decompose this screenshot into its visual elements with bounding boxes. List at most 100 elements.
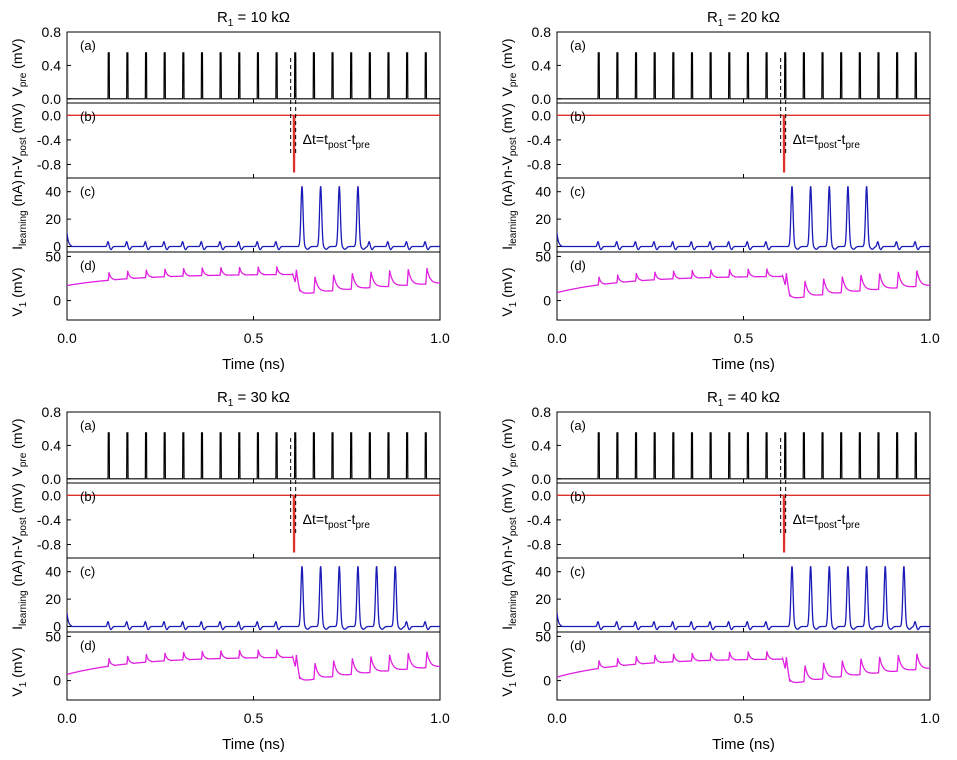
- y-tick-label: 0.0: [532, 107, 552, 123]
- panel-post-voltage: 0.0 -0.4 -0.8 (b): [527, 102, 931, 179]
- x-tick-label: 0.5: [734, 330, 754, 346]
- y-tick-label: 0.0: [42, 471, 62, 487]
- pre-voltage-series: [557, 52, 930, 100]
- y-tick-label: -0.4: [527, 512, 551, 528]
- y-tick-label: 0: [543, 619, 551, 635]
- text-part: R: [707, 389, 718, 406]
- panel-post-voltage: 0.0 -0.4 -0.8 (b): [37, 482, 441, 559]
- text-part: 1: [718, 18, 724, 29]
- text-part: Δt=t: [793, 511, 818, 527]
- text-part: pre: [355, 140, 370, 151]
- panel-pre-voltage: 0.0 0.4 0.8 (a): [42, 404, 441, 487]
- chart-1: R1 = 10 kΩ0.00.40.8(a)0.0-0.4-0.8(b)0204…: [9, 9, 450, 373]
- y-tick-label: 0: [53, 673, 61, 689]
- panel-pre-voltage: 0.0 0.4 0.8 (a): [532, 24, 931, 107]
- y-tick-label: 0.0: [532, 91, 552, 107]
- panel-frame: [66, 177, 441, 253]
- x-tick-label: 0.5: [734, 710, 754, 726]
- y-tick-label: 0.0: [532, 471, 552, 487]
- x-tick-label: 0.0: [57, 710, 77, 726]
- y-tick-label: 0.4: [42, 57, 62, 73]
- text-part: V: [499, 467, 515, 477]
- text-part: V: [499, 87, 515, 97]
- y-tick-label: 40: [535, 184, 551, 200]
- text-part: 1: [718, 398, 724, 409]
- text-part: V: [9, 467, 25, 477]
- y-axis-label: n-Vpost (mV): [9, 103, 29, 178]
- text-part: I: [499, 246, 515, 250]
- panel-frame: [66, 411, 441, 484]
- y-axis-label: V1 (mV): [9, 647, 29, 696]
- delta-t-label: Δt=tpost-tpre: [793, 131, 861, 151]
- x-tick-label: 1.0: [430, 330, 450, 346]
- text-part: -t: [837, 131, 846, 147]
- panel-frame: [66, 482, 441, 559]
- text-part: pre: [845, 520, 860, 531]
- panel-tag: (a): [80, 38, 96, 53]
- panel-frame: [66, 31, 441, 104]
- text-part: pre: [508, 452, 519, 467]
- pre-voltage-series: [67, 52, 440, 100]
- text-part: pre: [18, 72, 29, 87]
- text-part: V: [9, 687, 25, 697]
- learning-current-series: [67, 566, 440, 631]
- post-voltage-series: [67, 494, 440, 553]
- text-part: learning: [18, 590, 29, 626]
- text-part: (mV): [499, 38, 515, 72]
- y-tick-label: 0: [53, 619, 61, 635]
- panel-tag: (d): [80, 638, 96, 653]
- text-part: n-V: [9, 156, 25, 178]
- y-tick-label: 20: [535, 591, 551, 607]
- text-part: -t: [347, 511, 356, 527]
- panel-pre-voltage: 0.0 0.4 0.8 (a): [42, 24, 441, 107]
- x-tick-label: 1.0: [920, 710, 940, 726]
- chart-2: R1 = 20 kΩ0.00.40.8(a)0.0-0.4-0.8(b)0204…: [499, 9, 940, 373]
- x-tick-label: 0.5: [244, 710, 264, 726]
- text-part: = 20 kΩ: [723, 9, 780, 26]
- y-axis-label: V1 (mV): [499, 647, 519, 696]
- y-tick-label: 0.8: [42, 24, 62, 40]
- post-voltage-series: [557, 114, 930, 173]
- text-part: (mV): [9, 647, 25, 681]
- y-axis-label: Ilearning (nA): [9, 560, 29, 630]
- panel-tag: (a): [80, 418, 96, 433]
- text-part: pre: [18, 452, 29, 467]
- panel-tag: (c): [80, 564, 95, 579]
- x-tick-label: 0.5: [244, 330, 264, 346]
- panel-v1-voltage: 0 50 (d): [45, 248, 441, 321]
- y-tick-label: 20: [45, 211, 61, 227]
- panel-frame: [556, 31, 931, 104]
- learning-current-series: [557, 186, 930, 251]
- post-voltage-series: [67, 114, 440, 173]
- panel-frame: [556, 177, 931, 253]
- text-part: learning: [18, 210, 29, 246]
- chart-3: R1 = 30 kΩ0.00.40.8(a)0.0-0.4-0.8(b)0204…: [9, 389, 450, 753]
- text-part: (nA): [499, 180, 515, 210]
- text-part: 1: [18, 681, 29, 687]
- y-axis-label: Ilearning (nA): [499, 180, 519, 250]
- y-tick-label: 50: [45, 628, 61, 644]
- text-part: (nA): [9, 180, 25, 210]
- y-tick-label: 40: [45, 564, 61, 580]
- text-part: I: [9, 626, 25, 630]
- learning-current-series: [67, 186, 440, 251]
- y-tick-label: 0: [543, 239, 551, 255]
- panel-frame: [556, 411, 931, 484]
- y-tick-label: 50: [45, 248, 61, 264]
- y-tick-label: 20: [535, 211, 551, 227]
- panel-v1-voltage: 0 50 (d): [535, 628, 931, 701]
- panel-learning-current: 0 20 40 (c): [45, 177, 441, 255]
- v1-voltage-series: [67, 266, 440, 294]
- y-tick-label: -0.8: [37, 156, 61, 172]
- chart-title: R1 = 30 kΩ: [217, 389, 290, 409]
- panel-post-voltage: 0.0 -0.4 -0.8 (b): [37, 102, 441, 179]
- y-tick-label: 0.8: [532, 24, 552, 40]
- text-part: Δt=t: [793, 131, 818, 147]
- y-tick-label: 0.0: [532, 487, 552, 503]
- y-tick-label: 0.8: [532, 404, 552, 420]
- chart-title: R1 = 10 kΩ: [217, 9, 290, 29]
- text-part: (mV): [9, 483, 25, 517]
- text-part: 1: [228, 398, 234, 409]
- text-part: post: [818, 140, 837, 151]
